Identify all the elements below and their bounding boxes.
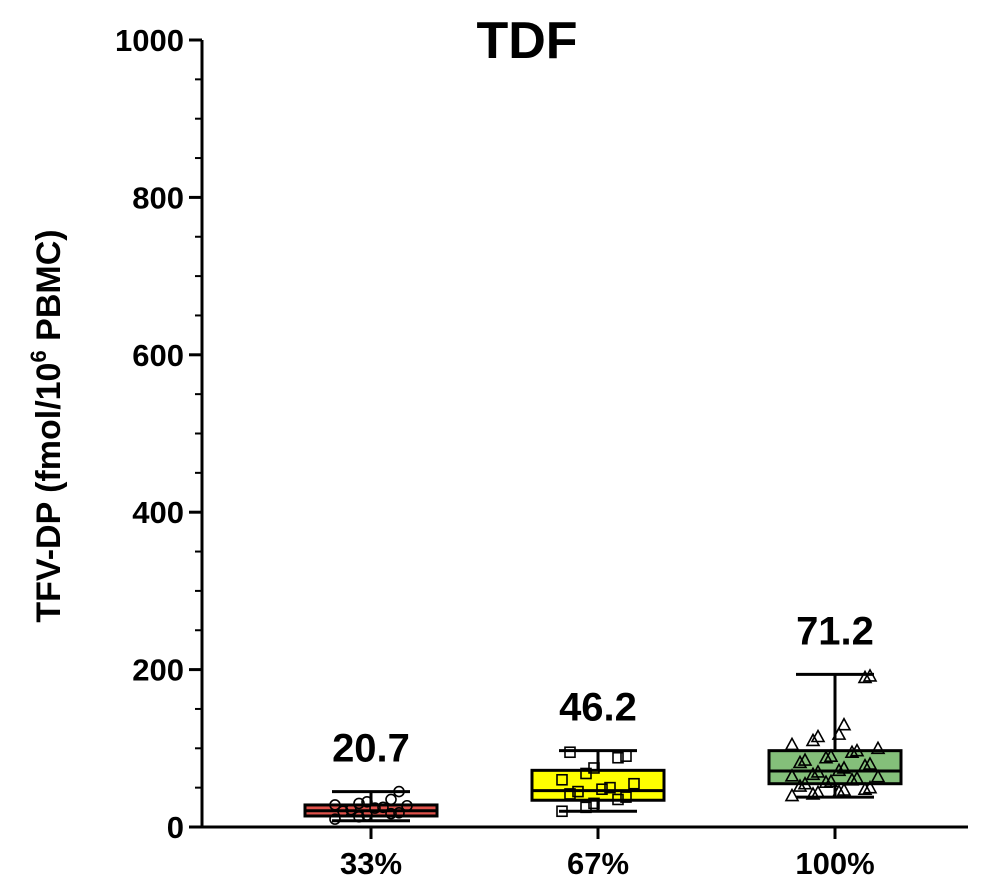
y-axis: 0 200 400 600 800 1000 [115, 23, 204, 845]
data-point [862, 756, 878, 770]
data-point [823, 773, 839, 788]
data-point [823, 748, 839, 762]
data-point [805, 786, 821, 800]
data-point [844, 744, 860, 759]
x-axis: 33% 67% 100% [202, 825, 968, 881]
data-point [849, 770, 865, 785]
box-iqr [530, 768, 666, 802]
data-point [784, 787, 800, 802]
data-point [628, 777, 640, 790]
data-point [792, 778, 808, 792]
data-point [377, 801, 389, 814]
data-point [857, 669, 873, 684]
median-value-label: 71.2 [796, 609, 874, 653]
data-point [612, 793, 624, 806]
box-group: 20.7 [303, 727, 439, 825]
data-point [345, 803, 357, 816]
data-point [857, 781, 873, 796]
data-point [862, 779, 878, 794]
y-tick-label: 1000 [115, 23, 184, 58]
data-point [393, 785, 405, 798]
data-point [805, 766, 821, 781]
data-point [836, 782, 852, 796]
data-point [857, 757, 873, 772]
data-point [401, 799, 413, 812]
data-point [353, 797, 365, 810]
data-point [870, 740, 886, 755]
data-point [784, 736, 800, 751]
data-point [393, 807, 405, 819]
data-point [556, 773, 568, 786]
y-tick-label: 600 [132, 338, 184, 373]
data-point [810, 784, 826, 799]
data-point [792, 754, 808, 769]
data-point [369, 802, 381, 814]
data-point [361, 796, 373, 808]
data-point [831, 762, 847, 777]
data-point [580, 801, 592, 814]
median-value-label: 46.2 [559, 686, 637, 730]
data-point [784, 768, 800, 782]
data-point [836, 717, 852, 731]
y-axis-title-end: PBMC) [30, 229, 68, 350]
y-axis-title-main: TFV-DP (fmol/10 [30, 363, 68, 623]
boxes-layer: 20.7 46.2 71.2 [303, 609, 903, 825]
data-point [818, 750, 834, 764]
y-tick-label: 400 [132, 495, 184, 530]
y-axis-title: TFV-DP (fmol/106 PBMC) [26, 229, 68, 622]
data-point [361, 809, 373, 821]
data-point [329, 799, 341, 811]
data-point [797, 752, 813, 766]
data-point [385, 793, 397, 806]
data-point [810, 728, 826, 743]
data-point [844, 772, 860, 786]
data-point [572, 785, 584, 798]
data-point [870, 768, 886, 783]
data-point [604, 781, 616, 794]
data-point [385, 807, 397, 820]
data-point [862, 668, 878, 682]
data-point [797, 776, 813, 790]
data-point [556, 805, 568, 818]
data-point [588, 762, 600, 774]
box-iqr [767, 749, 903, 786]
y-tick-label: 200 [132, 653, 184, 688]
median-value-label: 20.7 [332, 727, 410, 771]
chart-title: TDF [476, 12, 577, 70]
data-point [353, 810, 365, 823]
y-axis-title-superscript: 6 [26, 350, 51, 362]
x-tick-label: 100% [795, 846, 874, 881]
data-point [849, 742, 865, 757]
data-point [612, 751, 624, 764]
data-point [620, 791, 632, 803]
data-point [564, 746, 576, 759]
x-tick-label: 67% [567, 846, 629, 881]
data-point [329, 813, 341, 825]
box-group: 46.2 [530, 686, 666, 818]
data-point [831, 726, 847, 740]
data-point [805, 732, 821, 747]
box-group: 71.2 [767, 609, 903, 802]
y-tick-label: 800 [132, 180, 184, 215]
data-point [810, 764, 826, 778]
data-point [337, 805, 349, 818]
data-point [831, 783, 847, 798]
y-tick-label: 0 [167, 810, 184, 845]
data-point [564, 788, 576, 800]
data-point [620, 750, 632, 762]
x-tick-label: 33% [340, 846, 402, 881]
data-point [836, 760, 852, 774]
data-point [588, 797, 600, 810]
data-point [596, 783, 608, 796]
